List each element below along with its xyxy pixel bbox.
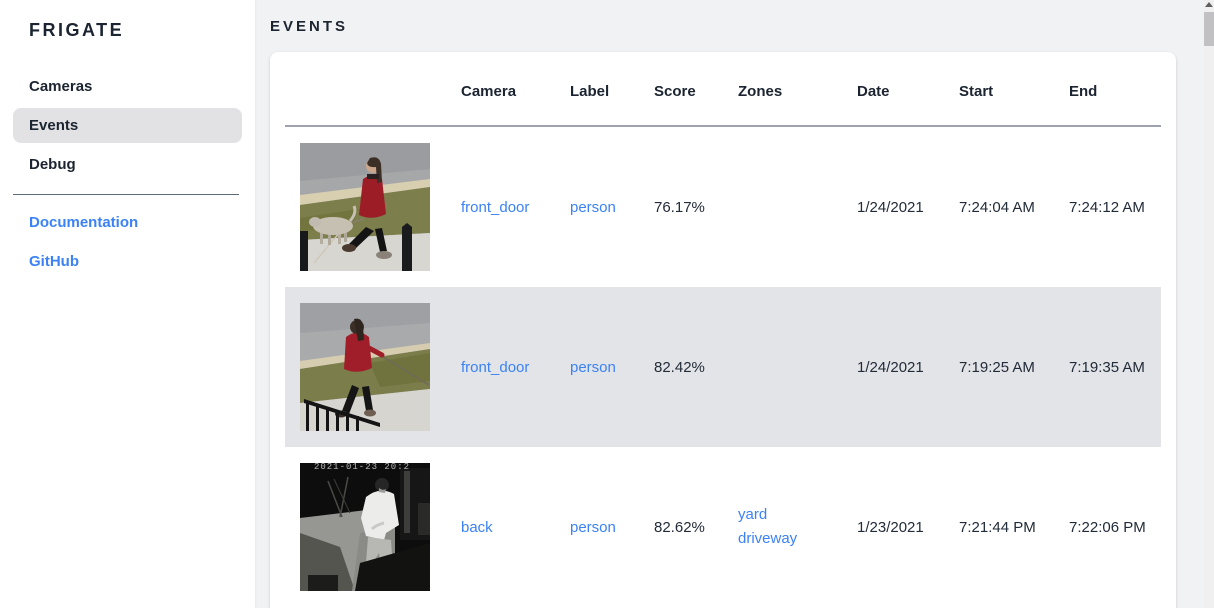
sidebar-item-cameras[interactable]: Cameras <box>13 69 242 104</box>
column-header-end: End <box>1069 83 1098 100</box>
event-camera: front_door <box>461 199 570 216</box>
thumbnail-person-red-coat-dog <box>300 143 430 271</box>
event-start: 7:24:04 AM <box>959 198 1035 216</box>
event-end: 7:19:35 AM <box>1069 358 1145 376</box>
event-date: 1/24/2021 <box>857 358 924 376</box>
event-label: person <box>570 519 654 536</box>
thumbnail-person-red-jacket-rear <box>300 303 430 431</box>
column-header-start: Start <box>959 83 994 100</box>
sidebar-item-label: Cameras <box>29 78 93 95</box>
page-scrollbar-track[interactable] <box>1204 0 1214 608</box>
column-header-date: Date <box>857 83 890 100</box>
event-end: 7:22:06 PM <box>1069 518 1146 536</box>
event-score: 82.42% <box>654 358 705 376</box>
sidebar-link-github[interactable]: GitHub <box>13 244 242 279</box>
events-table-header: Camera Label Score Zones Date Start End <box>285 52 1161 127</box>
thumbnail-night-person-white-shirt: 2021-01-23 20:2 <box>300 463 430 591</box>
events-card: Camera Label Score Zones Date Start End <box>270 52 1176 608</box>
camera-link[interactable]: back <box>461 518 493 536</box>
sidebar-item-debug[interactable]: Debug <box>13 147 242 182</box>
column-header-label: Label <box>570 83 610 100</box>
event-thumbnail <box>285 143 461 271</box>
page-scrollbar-thumb[interactable] <box>1204 12 1214 46</box>
table-row[interactable]: front_door person 82.42% 1/24/2021 7:19:… <box>285 287 1161 447</box>
event-camera: back <box>461 519 570 536</box>
label-link[interactable]: person <box>570 358 616 376</box>
event-label: person <box>570 199 654 216</box>
thumbnail-timestamp-overlay: 2021-01-23 20:2 <box>314 463 410 472</box>
event-date: 1/23/2021 <box>857 518 924 536</box>
sidebar-divider <box>13 194 239 195</box>
table-row[interactable]: 2021-01-23 20:2 back person 82.62% yard … <box>285 447 1161 607</box>
event-end: 7:24:12 AM <box>1069 198 1145 216</box>
column-header-camera: Camera <box>461 83 517 100</box>
event-score: 76.17% <box>654 198 705 216</box>
event-camera: front_door <box>461 359 570 376</box>
sidebar-item-label: Events <box>29 117 79 134</box>
scrollbar-up-arrow-icon[interactable] <box>1205 2 1213 7</box>
event-zones: yard driveway <box>738 503 857 551</box>
zone-link[interactable]: yard <box>738 506 768 523</box>
table-row[interactable]: front_door person 76.17% 1/24/2021 7:24:… <box>285 127 1161 287</box>
sidebar: FRIGATE Cameras Events Debug Documentati… <box>0 0 255 608</box>
event-thumbnail: 2021-01-23 20:2 <box>285 463 461 591</box>
label-link[interactable]: person <box>570 198 616 216</box>
event-start: 7:21:44 PM <box>959 518 1036 536</box>
sidebar-link-documentation[interactable]: Documentation <box>13 205 242 240</box>
sidebar-item-events[interactable]: Events <box>13 108 242 143</box>
event-date: 1/24/2021 <box>857 198 924 216</box>
camera-link[interactable]: front_door <box>461 358 530 376</box>
column-header-score: Score <box>654 83 696 100</box>
sidebar-link-label: GitHub <box>29 253 79 270</box>
event-label: person <box>570 359 654 376</box>
column-header-zones: Zones <box>738 83 783 100</box>
sidebar-item-label: Debug <box>29 156 76 173</box>
main-content: EVENTS Camera Label Score Zones Date Sta… <box>255 0 1204 608</box>
camera-link[interactable]: front_door <box>461 198 530 216</box>
app-logo: FRIGATE <box>29 20 125 40</box>
sidebar-link-label: Documentation <box>29 214 139 231</box>
label-link[interactable]: person <box>570 518 616 536</box>
event-score: 82.62% <box>654 518 705 536</box>
page-title: EVENTS <box>270 18 349 35</box>
zone-link[interactable]: driveway <box>738 530 798 547</box>
event-start: 7:19:25 AM <box>959 358 1035 376</box>
event-thumbnail <box>285 303 461 431</box>
